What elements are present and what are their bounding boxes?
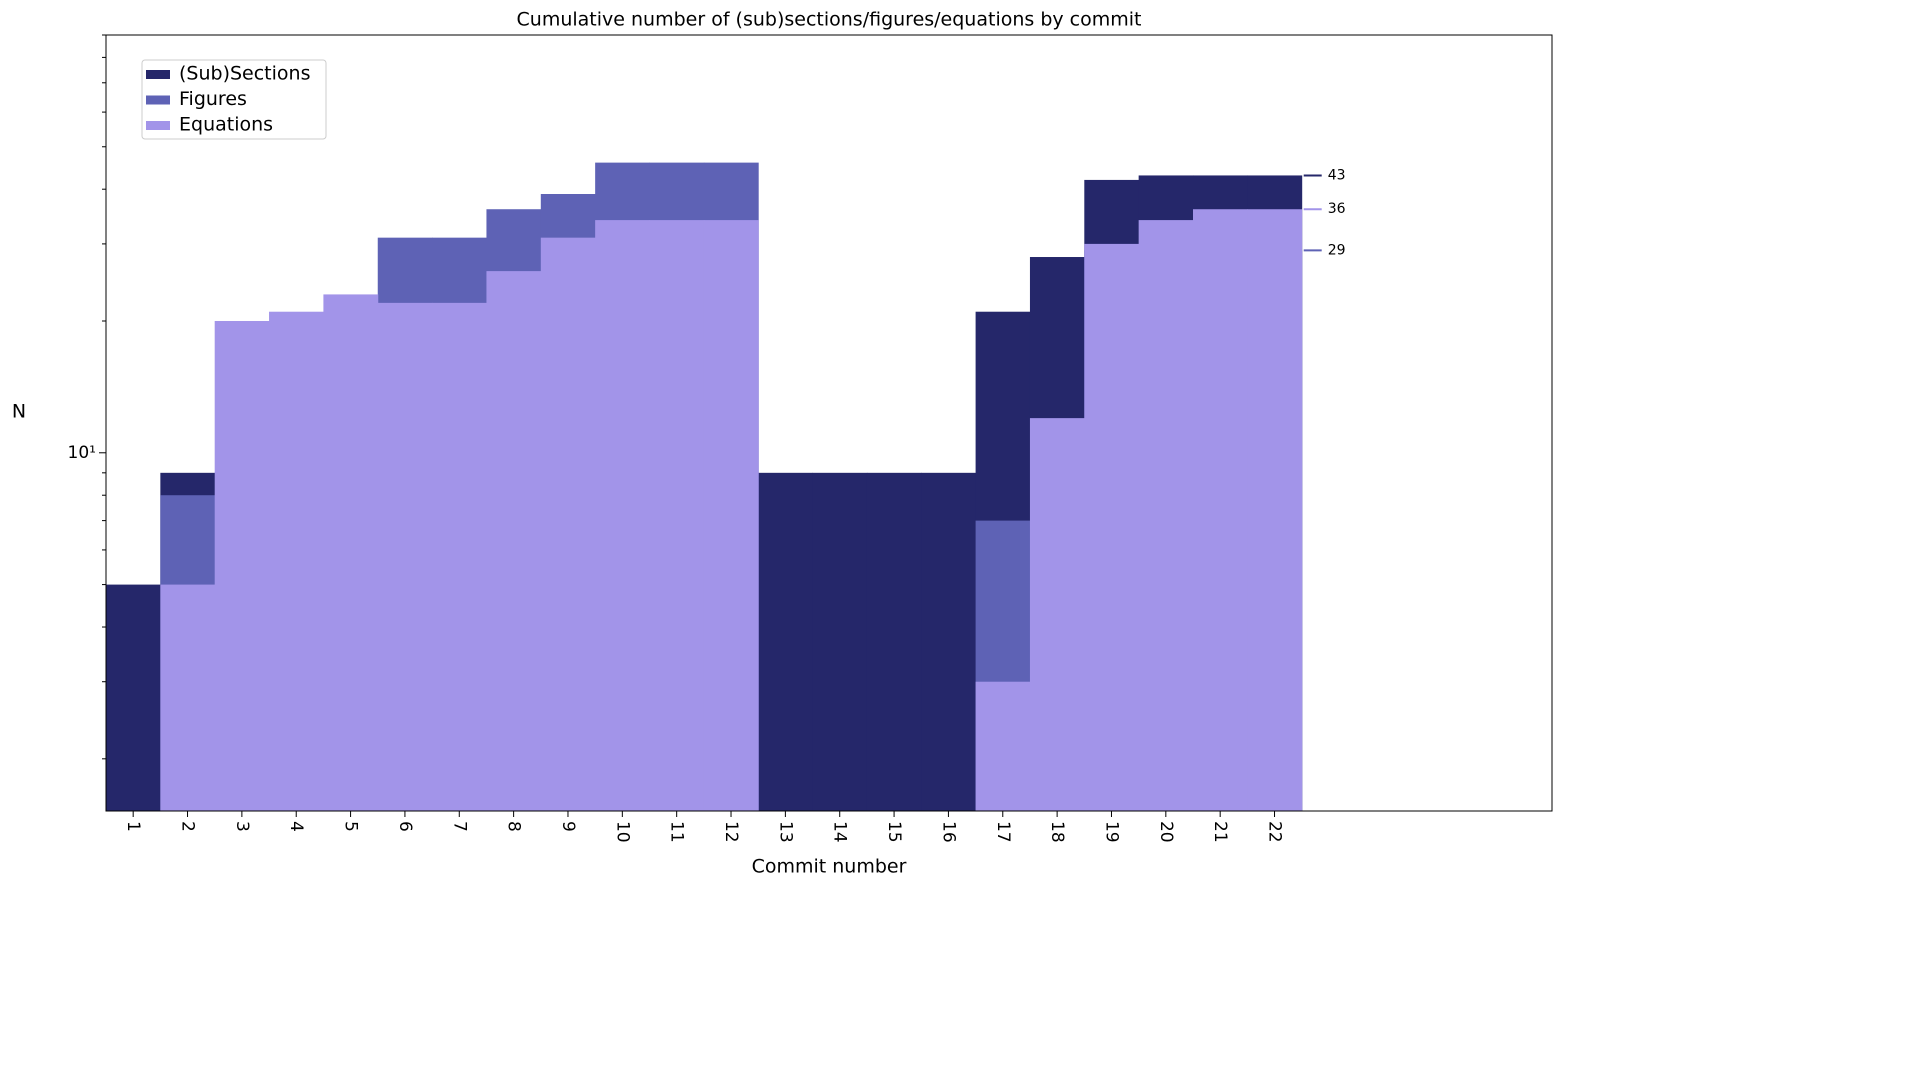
x-tick-label: 6 [395,821,415,832]
legend-swatch [146,95,170,105]
bar [1193,209,1248,811]
x-tick-label: 21 [1210,821,1230,843]
bar [377,302,433,811]
bar [323,294,379,811]
y-tick-label: 10¹ [68,443,96,463]
legend-label: Figures [179,88,247,110]
bar [703,220,759,812]
bar [595,220,650,812]
bar [486,271,542,811]
x-tick-label: 10 [612,821,632,843]
x-tick-label: 20 [1156,821,1176,843]
bar [269,311,324,811]
bar [812,472,868,811]
y-axis-label: N [12,401,26,423]
bar [160,584,216,811]
bar [866,472,922,811]
x-tick-label: 16 [938,821,958,843]
x-tick-label: 18 [1047,821,1067,843]
x-tick-label: 4 [286,821,306,832]
plot-frame [105,34,1553,812]
x-tick-label: 17 [993,821,1013,843]
bar [1084,243,1140,812]
x-tick-label: 22 [1265,821,1285,843]
chart-title: Cumulative number of (sub)sections/figur… [517,9,1142,31]
bar [540,237,596,811]
bar [1247,209,1303,811]
x-tick-label: 12 [721,821,741,843]
x-tick-label: 19 [1101,821,1121,843]
bar [106,584,161,811]
x-tick-label: 11 [667,821,687,843]
x-tick-label: 9 [558,821,578,832]
x-tick-label: 2 [178,821,198,832]
legend-swatch [146,70,170,79]
x-tick-label: 7 [449,821,469,832]
x-tick-label: 3 [232,821,252,832]
x-tick-label: 1 [123,821,143,832]
bar [214,320,270,811]
legend-label: Equations [179,114,273,136]
x-tick-label: 15 [884,821,904,843]
bar [1029,418,1085,811]
bar [921,472,977,811]
end-label: 36 [1328,201,1346,217]
x-tick-label: 13 [775,821,795,843]
x-tick-label: 14 [830,821,850,843]
bar [1138,220,1194,812]
bar [975,681,1031,811]
bar [649,220,705,812]
end-label: 29 [1328,242,1346,258]
legend-box [141,59,327,140]
x-tick-label: 8 [504,821,524,832]
end-label: 43 [1328,167,1346,183]
legend-swatch [146,121,170,130]
x-tick-label: 5 [341,821,361,832]
legend-label: (Sub)Sections [179,63,310,85]
bar [432,302,487,811]
x-axis-label: Commit number [752,856,907,878]
bar [758,472,814,811]
